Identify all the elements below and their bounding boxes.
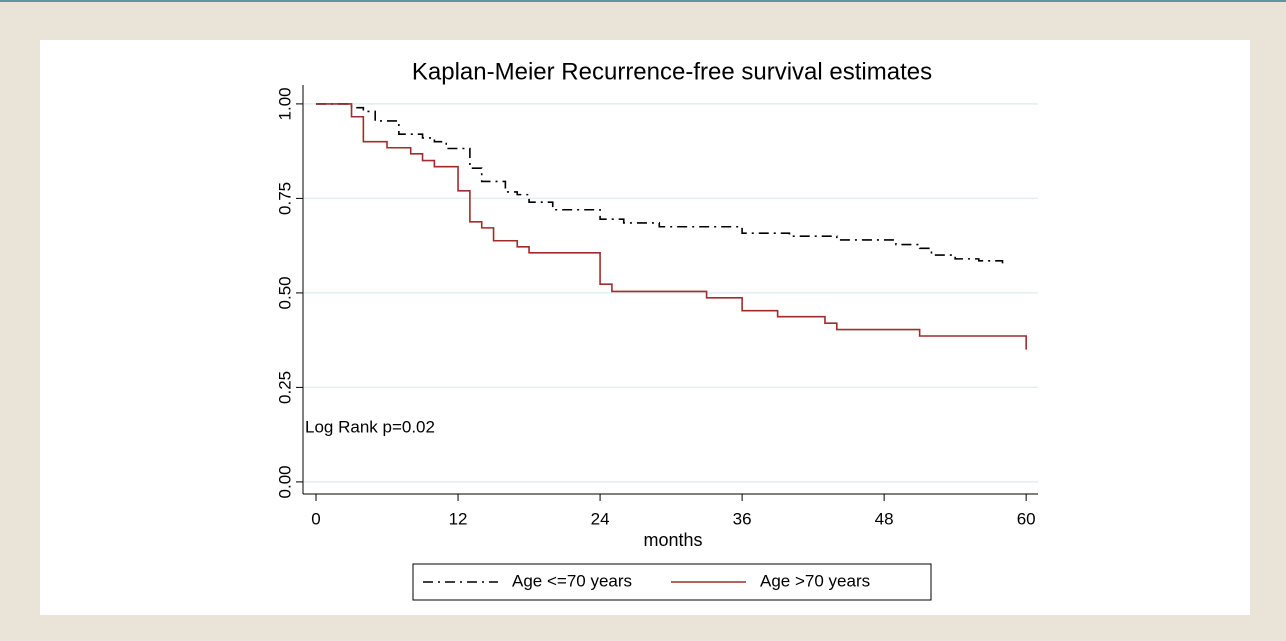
y-tick-label: 0.25 xyxy=(275,371,294,404)
x-tick-label: 36 xyxy=(733,509,752,528)
x-tick-label: 0 xyxy=(311,509,320,528)
x-axis-label: months xyxy=(643,530,702,550)
legend-label: Age >70 years xyxy=(760,571,870,590)
chart-title: Kaplan-Meier Recurrence-free survival es… xyxy=(412,58,932,85)
legend-label: Age <=70 years xyxy=(512,571,632,590)
y-tick-label: 0.00 xyxy=(275,465,294,498)
legend-box xyxy=(412,563,932,601)
x-tick-label: 12 xyxy=(449,509,468,528)
top-border xyxy=(0,0,1286,2)
survival-line xyxy=(316,103,1027,350)
x-tick-label: 48 xyxy=(875,509,894,528)
x-tick-label: 24 xyxy=(591,509,610,528)
x-tick-label: 60 xyxy=(1017,509,1036,528)
annotation: Log Rank p=0.02 xyxy=(305,417,435,436)
y-tick-label: 0.75 xyxy=(275,182,294,215)
survival-line xyxy=(316,103,1004,265)
chart-panel xyxy=(40,40,1250,615)
y-tick-label: 1.00 xyxy=(275,87,294,120)
y-tick-label: 0.50 xyxy=(275,276,294,309)
